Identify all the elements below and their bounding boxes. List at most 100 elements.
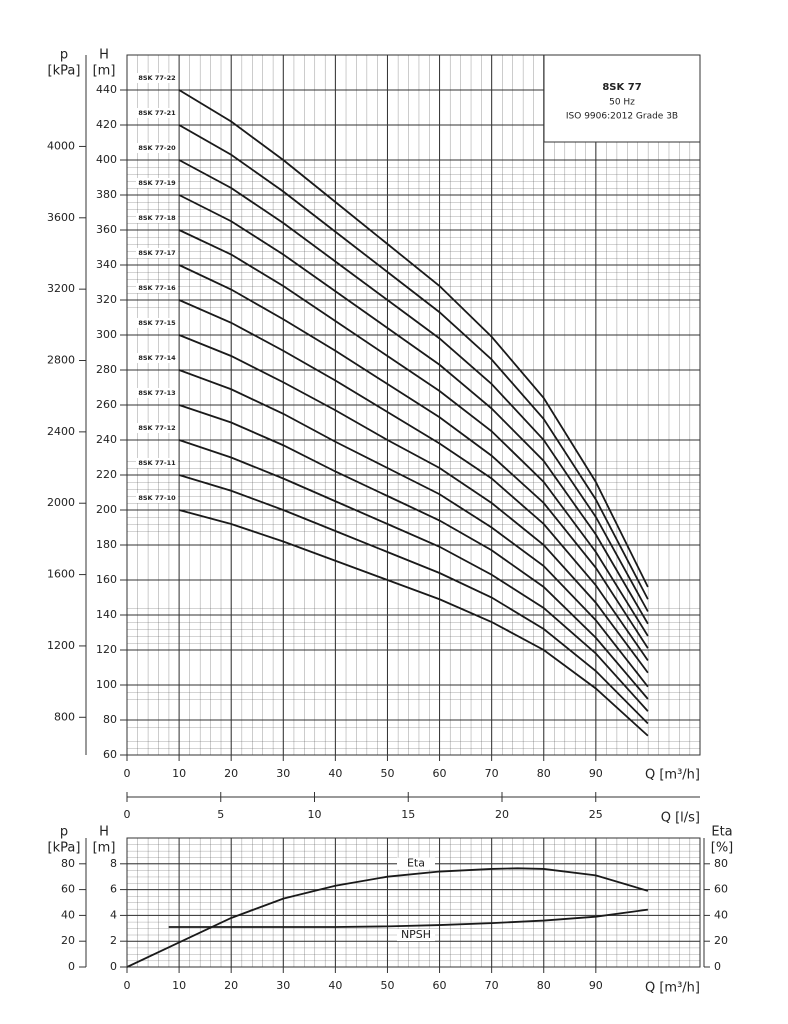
y-tick-label: 420 bbox=[96, 118, 117, 131]
y-tick-label: 0 bbox=[110, 960, 117, 973]
curve-label: 8SK 77-18 bbox=[138, 214, 176, 222]
series-label-bg bbox=[397, 857, 435, 870]
x-axis-label: Q [m³/h] bbox=[645, 981, 700, 996]
series-line bbox=[178, 264, 649, 649]
x2-tick-label: 10 bbox=[308, 808, 322, 821]
x2-tick-label: 25 bbox=[589, 808, 603, 821]
y-tick-label: 300 bbox=[96, 328, 117, 341]
axis-unit: [%] bbox=[711, 841, 734, 856]
box-subtitle: ISO 9906:2012 Grade 3B bbox=[566, 112, 678, 122]
x-tick-label: 50 bbox=[380, 979, 394, 992]
series-line bbox=[126, 867, 649, 968]
series-line bbox=[178, 159, 649, 612]
bottom-chart: 0 10 20 30 40 50 60 70 80 90024680204060800204060… bbox=[61, 838, 728, 992]
curve-label-bg bbox=[136, 423, 178, 433]
y-tick-label: 180 bbox=[96, 538, 117, 551]
axis-label: p bbox=[60, 825, 68, 840]
series-line bbox=[178, 404, 649, 700]
axis-unit: [kPa] bbox=[48, 841, 81, 856]
p-tick-label: 3600 bbox=[47, 211, 75, 224]
y-tick-label: 8 bbox=[110, 857, 117, 870]
series-line bbox=[178, 369, 649, 688]
plot-frame bbox=[126, 837, 701, 968]
info-box-frame bbox=[543, 54, 701, 143]
x-tick-label: 0 bbox=[124, 979, 131, 992]
p-tick-label: 2000 bbox=[47, 496, 75, 509]
box-subtitle: 50 Hz bbox=[609, 98, 635, 108]
x-tick-label: 40 bbox=[328, 767, 342, 780]
y2-tick-label: 40 bbox=[714, 908, 728, 921]
curve-label: 8SK 77-15 bbox=[138, 319, 176, 327]
x-tick-label: 10 bbox=[172, 979, 186, 992]
y2-tick-label: 20 bbox=[714, 934, 728, 947]
p-tick-label: 40 bbox=[61, 908, 75, 921]
y-tick-label: 380 bbox=[96, 188, 117, 201]
curve-label: 8SK 77-19 bbox=[138, 179, 176, 187]
x-tick-label: 20 bbox=[224, 979, 238, 992]
curve-label-bg bbox=[136, 213, 178, 223]
curve-label: 8SK 77-11 bbox=[138, 459, 176, 467]
curve-label-bg bbox=[136, 283, 178, 293]
series-line bbox=[178, 474, 649, 725]
x2-tick-label: 15 bbox=[401, 808, 415, 821]
y-tick-label: 6 bbox=[110, 883, 117, 896]
y-tick-label: 4 bbox=[110, 908, 117, 921]
curve-label-bg bbox=[136, 458, 178, 468]
p-tick-label: 80 bbox=[61, 857, 75, 870]
series-line bbox=[178, 124, 649, 600]
p-tick-label: 3200 bbox=[47, 282, 75, 295]
y-tick-label: 280 bbox=[96, 363, 117, 376]
y2-tick-label: 60 bbox=[714, 883, 728, 896]
series-line bbox=[178, 509, 649, 737]
p-tick-label: 0 bbox=[68, 960, 75, 973]
curve-label-bg bbox=[136, 143, 178, 153]
curve-label-bg bbox=[136, 388, 178, 398]
curve-label: 8SK 77-12 bbox=[138, 424, 175, 432]
y-tick-label: 160 bbox=[96, 573, 117, 586]
curve-label: 8SK 77-16 bbox=[138, 284, 176, 292]
x2-tick-label: 0 bbox=[124, 808, 131, 821]
y-tick-label: 100 bbox=[96, 678, 117, 691]
p-tick-label: 4000 bbox=[47, 139, 75, 152]
curve-label: 8SK 77-14 bbox=[138, 354, 176, 362]
y-tick-label: 400 bbox=[96, 153, 117, 166]
curve-label: 8SK 77-10 bbox=[138, 494, 176, 502]
top-chart: 0 10 20 30 40 50 60 70 80 90608010012014016018020… bbox=[47, 55, 700, 821]
x-tick-label: 30 bbox=[276, 979, 290, 992]
x-tick-label: 90 bbox=[589, 979, 603, 992]
y-tick-label: 2 bbox=[110, 934, 117, 947]
curve-label-bg bbox=[136, 73, 178, 83]
info-box: 8SK 77 50 Hz ISO 9906:2012 Grade 3B bbox=[543, 54, 701, 143]
p-tick-label: 2800 bbox=[47, 354, 75, 367]
y-tick-label: 260 bbox=[96, 398, 117, 411]
series-line bbox=[178, 299, 649, 662]
y-tick-label: 200 bbox=[96, 503, 117, 516]
x-tick-label: 40 bbox=[328, 979, 342, 992]
curve-label-bg bbox=[136, 178, 178, 188]
p-tick-label: 1600 bbox=[47, 568, 75, 581]
y-tick-label: 220 bbox=[96, 468, 117, 481]
curve-label: 8SK 77-21 bbox=[138, 109, 176, 117]
y-tick-label: 320 bbox=[96, 293, 117, 306]
axis-label: H bbox=[99, 825, 109, 840]
p-tick-label: 60 bbox=[61, 883, 75, 896]
x2-tick-label: 5 bbox=[217, 808, 224, 821]
x-tick-label: 60 bbox=[433, 767, 447, 780]
plot-frame bbox=[126, 54, 701, 756]
x2-tick-label: 20 bbox=[495, 808, 509, 821]
curve-label: 8SK 77-17 bbox=[138, 249, 175, 257]
curve-label-bg bbox=[136, 353, 178, 363]
x-axis-label: Q [m³/h] bbox=[645, 768, 700, 783]
y-tick-label: 60 bbox=[103, 748, 117, 761]
p-tick-label: 1200 bbox=[47, 639, 75, 652]
x-tick-label: 20 bbox=[224, 767, 238, 780]
curve-label: 8SK 77-13 bbox=[138, 389, 175, 397]
axis-unit: [m] bbox=[93, 841, 116, 856]
series-label: Eta bbox=[407, 857, 425, 870]
y-tick-label: 440 bbox=[96, 83, 117, 96]
x2-axis-label: Q [l/s] bbox=[661, 811, 700, 826]
series-label: NPSH bbox=[401, 928, 431, 941]
p-tick-label: 20 bbox=[61, 934, 75, 947]
x-tick-label: 0 bbox=[124, 767, 131, 780]
